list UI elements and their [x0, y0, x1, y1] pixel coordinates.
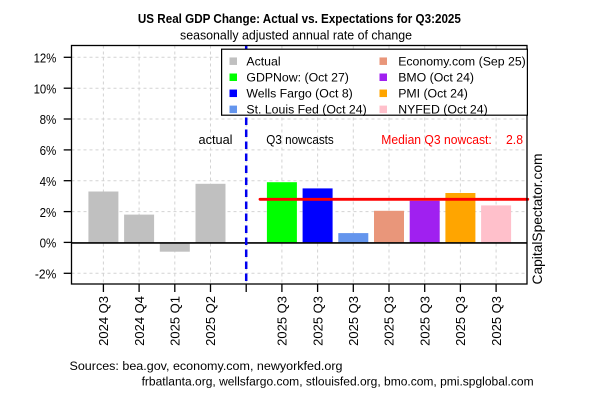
- svg-text:-2%: -2%: [35, 267, 57, 282]
- svg-text:PMI (Oct 24): PMI (Oct 24): [398, 87, 468, 101]
- svg-text:Sources: bea.gov, economy.com,: Sources: bea.gov, economy.com, newyorkfe…: [70, 359, 343, 373]
- svg-text:Q3 nowcasts: Q3 nowcasts: [266, 133, 334, 147]
- svg-text:Economy.com (Sep 25): Economy.com (Sep 25): [398, 55, 526, 69]
- svg-text:BMO (Oct 24): BMO (Oct 24): [398, 71, 474, 85]
- svg-text:6%: 6%: [40, 143, 57, 158]
- svg-text:2025 Q3: 2025 Q3: [382, 296, 397, 346]
- svg-text:2025 Q3: 2025 Q3: [453, 296, 468, 346]
- svg-text:St. Louis Fed (Oct 24): St. Louis Fed (Oct 24): [246, 103, 366, 117]
- svg-text:GDPNow: (Oct 27): GDPNow: (Oct 27): [246, 71, 349, 85]
- svg-text:12%: 12%: [34, 51, 57, 66]
- svg-text:2.8: 2.8: [506, 133, 523, 147]
- svg-text:US Real GDP Change: Actual vs.: US Real GDP Change: Actual vs. Expectati…: [138, 11, 461, 26]
- svg-text:frbatlanta.org, wellsfargo.com: frbatlanta.org, wellsfargo.com, stlouisf…: [142, 375, 534, 389]
- svg-text:Wells Fargo (Oct 8): Wells Fargo (Oct 8): [246, 87, 352, 101]
- svg-text:2025 Q3: 2025 Q3: [489, 296, 504, 346]
- svg-text:2024 Q4: 2024 Q4: [132, 296, 147, 346]
- svg-text:0%: 0%: [40, 236, 57, 251]
- svg-text:CapitalSpectator.com: CapitalSpectator.com: [529, 154, 545, 285]
- svg-text:Actual: Actual: [246, 55, 280, 69]
- svg-text:seasonally adjusted annual rat: seasonally adjusted annual rate of chang…: [180, 29, 412, 43]
- svg-text:2%: 2%: [40, 205, 57, 220]
- svg-text:2024 Q3: 2024 Q3: [96, 296, 111, 346]
- svg-text:10%: 10%: [34, 81, 57, 96]
- svg-text:2025 Q2: 2025 Q2: [203, 296, 218, 346]
- svg-text:2025 Q3: 2025 Q3: [417, 296, 432, 346]
- svg-text:Median Q3 nowcast:: Median Q3 nowcast:: [381, 133, 492, 147]
- svg-text:2025 Q3: 2025 Q3: [275, 296, 290, 346]
- svg-text:4%: 4%: [40, 174, 57, 189]
- svg-text:8%: 8%: [40, 112, 57, 127]
- svg-text:2025 Q3: 2025 Q3: [310, 296, 325, 346]
- svg-text:NYFED (Oct 24): NYFED (Oct 24): [398, 103, 488, 117]
- svg-text:actual: actual: [199, 133, 233, 147]
- svg-text:2025 Q1: 2025 Q1: [168, 296, 183, 346]
- svg-text:2025 Q3: 2025 Q3: [346, 296, 361, 346]
